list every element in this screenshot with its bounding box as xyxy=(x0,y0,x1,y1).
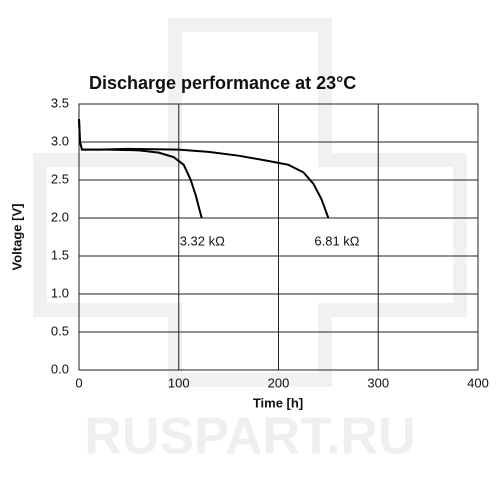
x-tick-label: 400 xyxy=(467,375,489,390)
series-line xyxy=(78,119,330,219)
series-line xyxy=(78,119,203,219)
chart-title: Discharge performance at 23°C xyxy=(89,73,356,93)
y-axis-label: Voltage [V] xyxy=(9,204,24,271)
y-tick-label: 1.0 xyxy=(51,285,69,300)
x-axis-label: Time [h] xyxy=(253,395,303,410)
watermark-cross xyxy=(33,18,467,387)
y-tick-label: 1.5 xyxy=(51,247,69,262)
y-tick-label: 0.0 xyxy=(51,361,69,376)
x-tick-label: 100 xyxy=(168,375,190,390)
y-tick-label: 3.5 xyxy=(51,95,69,110)
y-tick-label: 3.0 xyxy=(51,133,69,148)
x-tick-label: 300 xyxy=(367,375,389,390)
x-tick-label: 0 xyxy=(75,375,82,390)
watermark: RUSPART.RU xyxy=(84,408,415,466)
y-tick-label: 2.0 xyxy=(51,209,69,224)
y-tick-label: 0.5 xyxy=(51,323,69,338)
y-tick-label: 2.5 xyxy=(51,171,69,186)
x-tick-label: 200 xyxy=(268,375,290,390)
series-label: 3.32 kΩ xyxy=(180,233,225,248)
series-label: 6.81 kΩ xyxy=(314,233,359,248)
